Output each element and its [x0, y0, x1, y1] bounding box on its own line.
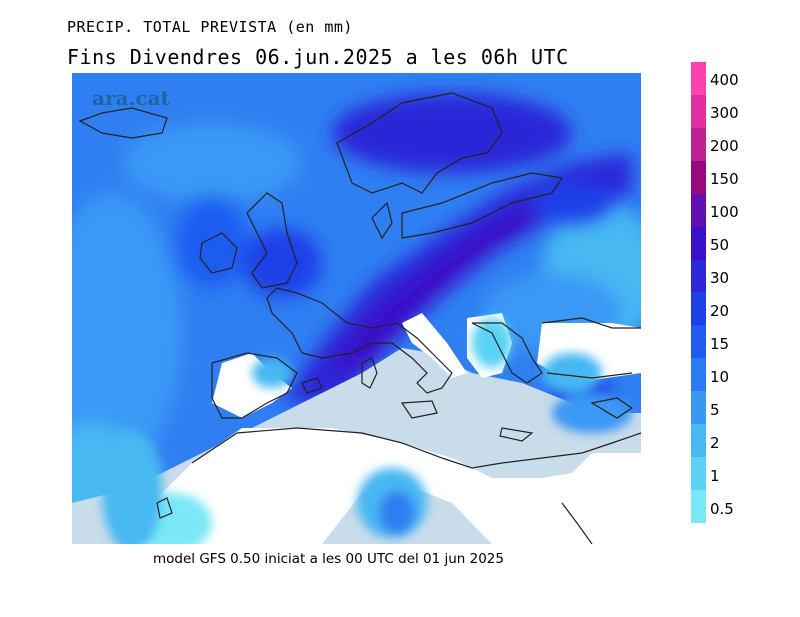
- legend-label: 300: [710, 104, 739, 123]
- legend-label: 50: [710, 236, 730, 255]
- map-canvas: [72, 73, 641, 544]
- legend-swatch: [691, 94, 706, 128]
- legend-swatch: [691, 391, 706, 425]
- color-legend: 400 300 200 150 100 50 30 20 15 10 5 2 1 0.5: [691, 62, 800, 532]
- legend-swatch: [691, 259, 706, 293]
- legend-swatch: [691, 358, 706, 392]
- dry-land-italy: [402, 313, 467, 378]
- legend-swatch: [691, 424, 706, 458]
- legend-swatch: [691, 127, 706, 161]
- model-footer: model GFS 0.50 iniciat a les 00 UTC del …: [153, 551, 504, 567]
- legend-label: 20: [710, 301, 730, 320]
- precip-patches-south: [102, 318, 632, 544]
- legend-swatch: [691, 160, 706, 194]
- legend-swatch: [691, 193, 706, 227]
- legend-swatch: [691, 325, 706, 359]
- coastlines: [78, 92, 641, 544]
- legend-label: 5: [710, 400, 720, 419]
- legend-label: 30: [710, 269, 730, 288]
- legend-label: 10: [710, 367, 730, 386]
- precipitation-map: [72, 73, 641, 544]
- legend-color-bar: [691, 62, 706, 523]
- map-subtitle: Fins Divendres 06.jun.2025 a les 06h UTC: [67, 45, 569, 69]
- dry-land-iberia: [212, 353, 292, 418]
- legend-label: 400: [710, 71, 739, 90]
- legend-label: 2: [710, 433, 720, 452]
- watermark-logo: ara.cat: [92, 86, 170, 110]
- legend-swatch: [691, 489, 706, 523]
- legend-label: 100: [710, 203, 739, 222]
- legend-swatch: [691, 457, 706, 490]
- legend-label: 1: [710, 466, 720, 485]
- legend-label: 200: [710, 137, 739, 156]
- legend-swatch: [691, 292, 706, 326]
- map-title: PRECIP. TOTAL PREVISTA (en mm): [67, 18, 353, 36]
- legend-label: 0.5: [710, 499, 734, 518]
- legend-label: 15: [710, 334, 730, 353]
- legend-swatch: [691, 62, 706, 95]
- legend-swatch: [691, 226, 706, 260]
- legend-label: 150: [710, 170, 739, 189]
